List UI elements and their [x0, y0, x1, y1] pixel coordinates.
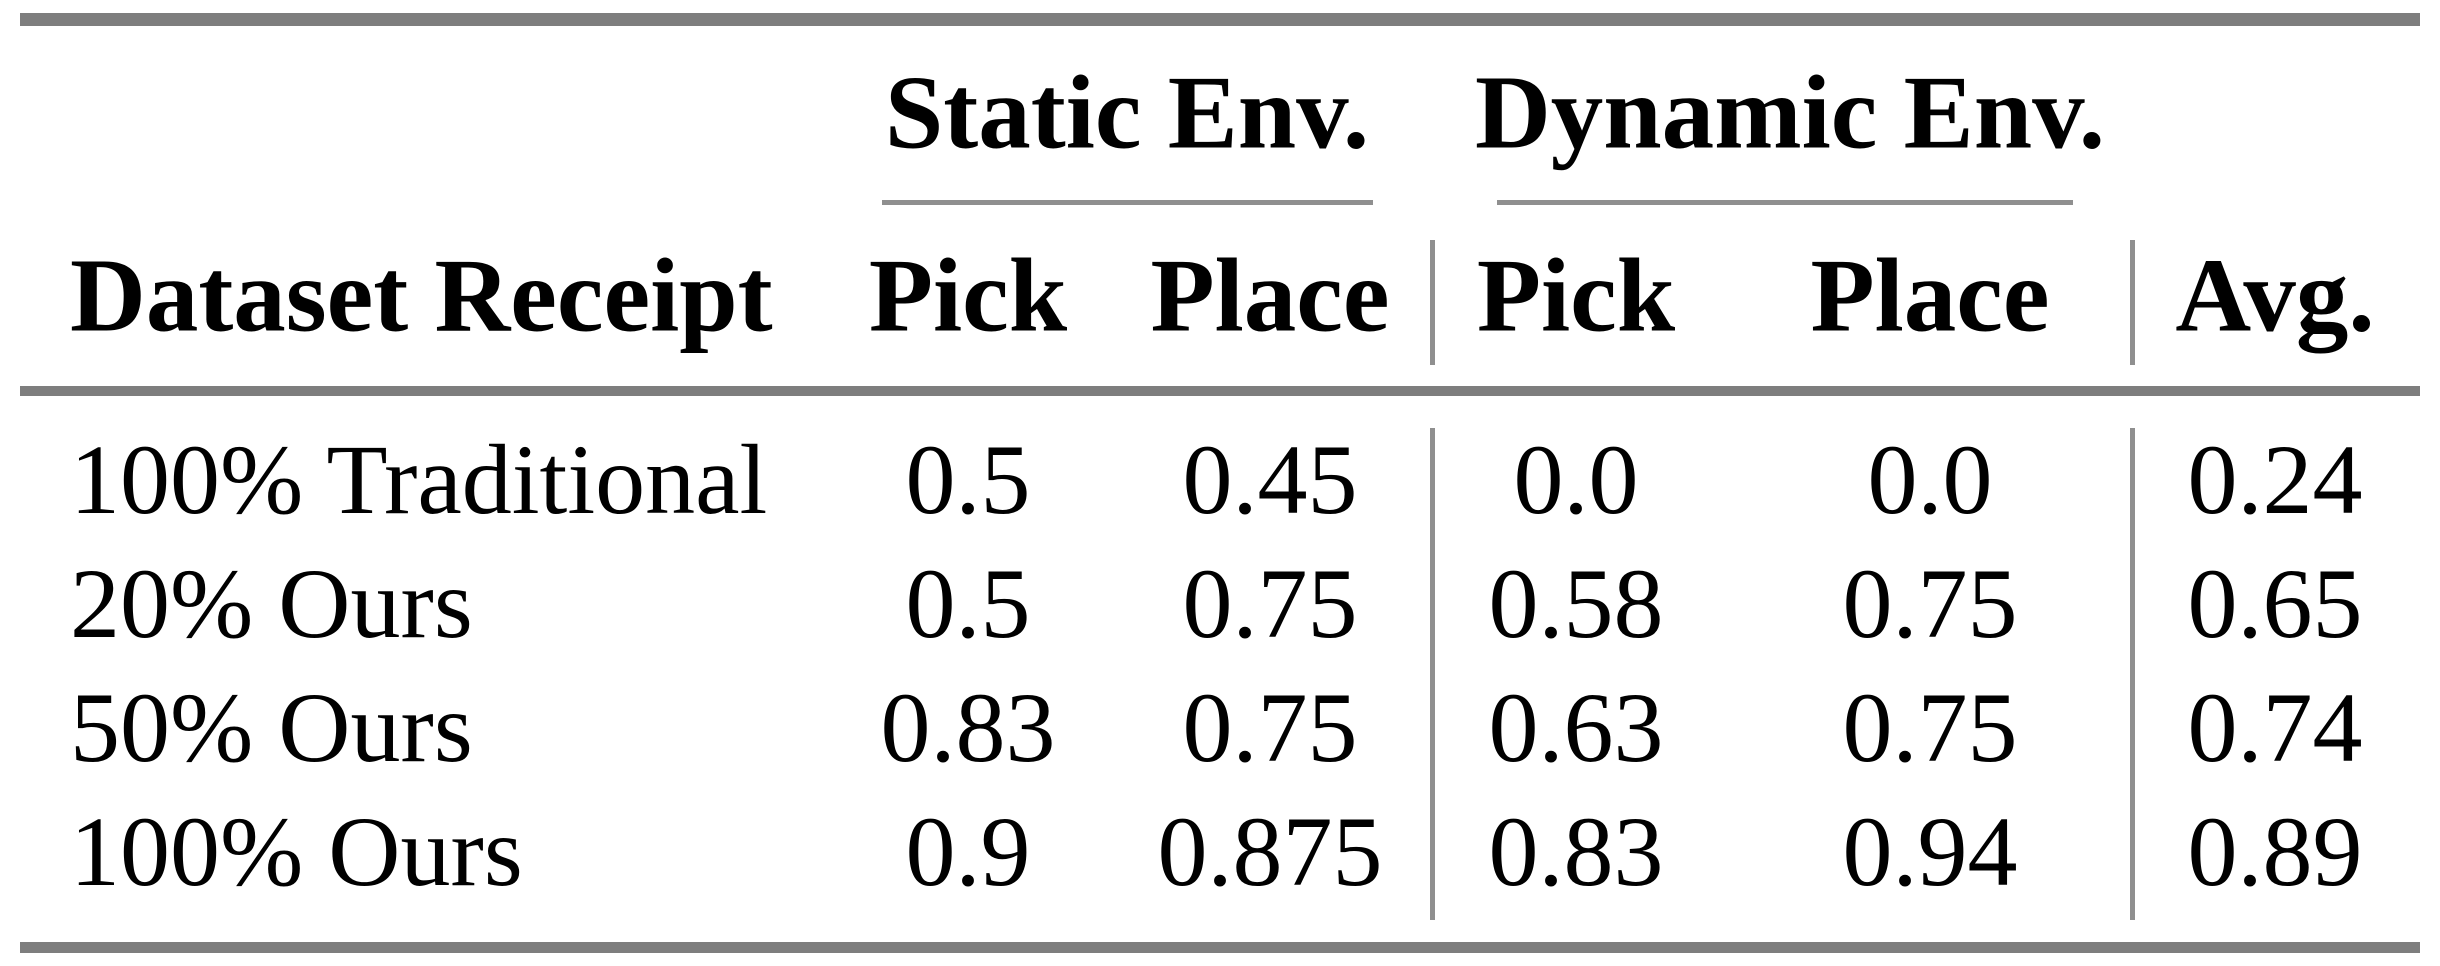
vline-static-dynamic-header: [1430, 240, 1435, 365]
row-label: 100% Traditional: [70, 424, 768, 535]
cell-dynamic-pick: 0.63: [1488, 672, 1664, 783]
cell-static-pick: 0.5: [905, 424, 1031, 535]
top-rule: [20, 13, 2420, 26]
col-header-dynamic-place: Place: [1810, 236, 2050, 354]
group-header-static-env: Static Env.: [884, 53, 1370, 171]
cell-static-place: 0.75: [1182, 548, 1358, 659]
cell-static-pick: 0.5: [905, 548, 1031, 659]
cell-dynamic-pick: 0.0: [1513, 424, 1639, 535]
col-header-static-place: Place: [1150, 236, 1390, 354]
row-label: 20% Ours: [70, 548, 473, 659]
cell-avg: 0.24: [2187, 424, 2363, 535]
cell-static-place: 0.45: [1182, 424, 1358, 535]
cell-avg: 0.89: [2187, 796, 2363, 907]
cell-dynamic-place: 0.75: [1842, 672, 2018, 783]
vline-static-dynamic-body: [1430, 428, 1435, 920]
vline-dynamic-avg-header: [2130, 240, 2135, 365]
cell-static-pick: 0.9: [905, 796, 1031, 907]
cell-avg: 0.65: [2187, 548, 2363, 659]
cell-dynamic-pick: 0.58: [1488, 548, 1664, 659]
cell-avg: 0.74: [2187, 672, 2363, 783]
cell-static-place: 0.875: [1157, 796, 1383, 907]
cmidrule-static-env: [882, 200, 1373, 205]
row-label: 100% Ours: [70, 796, 523, 907]
cell-dynamic-pick: 0.83: [1488, 796, 1664, 907]
cell-static-pick: 0.83: [880, 672, 1056, 783]
bottom-rule: [20, 942, 2420, 953]
cell-dynamic-place: 0.94: [1842, 796, 2018, 907]
cell-static-place: 0.75: [1182, 672, 1358, 783]
col-header-dataset-receipt: Dataset Receipt: [70, 236, 773, 354]
cmidrule-dynamic-env: [1497, 200, 2073, 205]
vline-dynamic-avg-body: [2130, 428, 2135, 920]
group-header-dynamic-env: Dynamic Env.: [1474, 53, 2106, 171]
col-header-avg: Avg.: [2175, 236, 2375, 354]
col-header-static-pick: Pick: [868, 236, 1068, 354]
cell-dynamic-place: 0.0: [1867, 424, 1993, 535]
col-header-dynamic-pick: Pick: [1476, 236, 1676, 354]
row-label: 50% Ours: [70, 672, 473, 783]
cell-dynamic-place: 0.75: [1842, 548, 2018, 659]
header-midrule: [20, 386, 2420, 396]
